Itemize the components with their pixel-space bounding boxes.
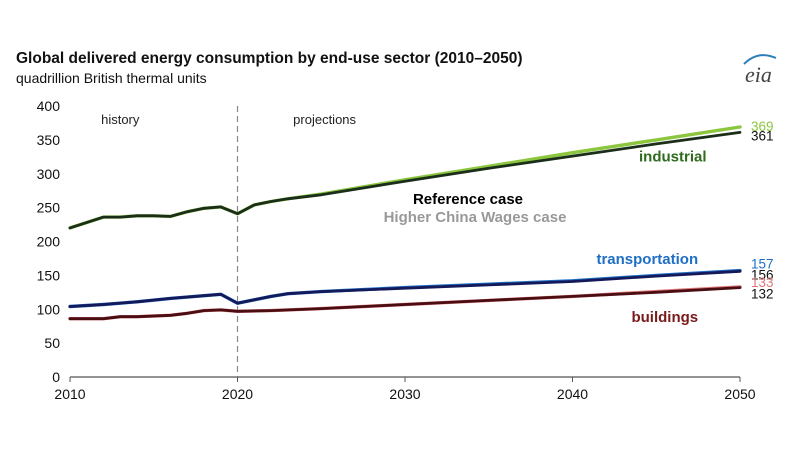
y-tick-label: 200 — [37, 234, 61, 250]
y-tick-label: 0 — [52, 369, 60, 385]
end-value-label: 157 — [751, 257, 774, 272]
end-value-label: 156 — [751, 267, 774, 282]
y-tick-label: 100 — [37, 301, 61, 317]
end-value-label: 132 — [751, 287, 774, 302]
series-line — [68, 286, 742, 321]
chart-subtitle: quadrillion British thermal units — [16, 70, 207, 86]
y-tick-label: 50 — [44, 335, 60, 351]
x-tick-label: 2050 — [724, 386, 755, 402]
sector-label: buildings — [631, 309, 698, 326]
y-tick-label: 400 — [37, 98, 61, 114]
x-tick-label: 2020 — [222, 386, 253, 402]
series-line — [68, 269, 742, 308]
reference-case-label: Reference case — [413, 191, 523, 208]
y-tick-label: 300 — [37, 166, 61, 182]
x-tick-label: 2030 — [389, 386, 420, 402]
series-line — [68, 130, 742, 230]
end-value-label: 133 — [751, 275, 774, 290]
x-tick-label: 2010 — [54, 386, 85, 402]
y-tick-label: 150 — [37, 267, 61, 283]
eia-logo-swoosh-icon — [743, 54, 777, 65]
eia-logo: eia — [745, 62, 772, 87]
projections-label: projections — [293, 112, 356, 127]
sector-label: transportation — [596, 251, 698, 268]
x-tick-label: 2040 — [557, 386, 588, 402]
sector-label: industrial — [639, 149, 707, 166]
y-tick-label: 250 — [37, 200, 61, 216]
higher-china-wages-case-label: Higher China Wages case — [384, 209, 567, 226]
history-label: history — [101, 112, 140, 127]
chart-title: Global delivered energy consumption by e… — [16, 50, 523, 67]
end-value-label: 361 — [751, 128, 774, 143]
y-tick-label: 350 — [37, 132, 61, 148]
end-value-label: 369 — [751, 119, 774, 134]
